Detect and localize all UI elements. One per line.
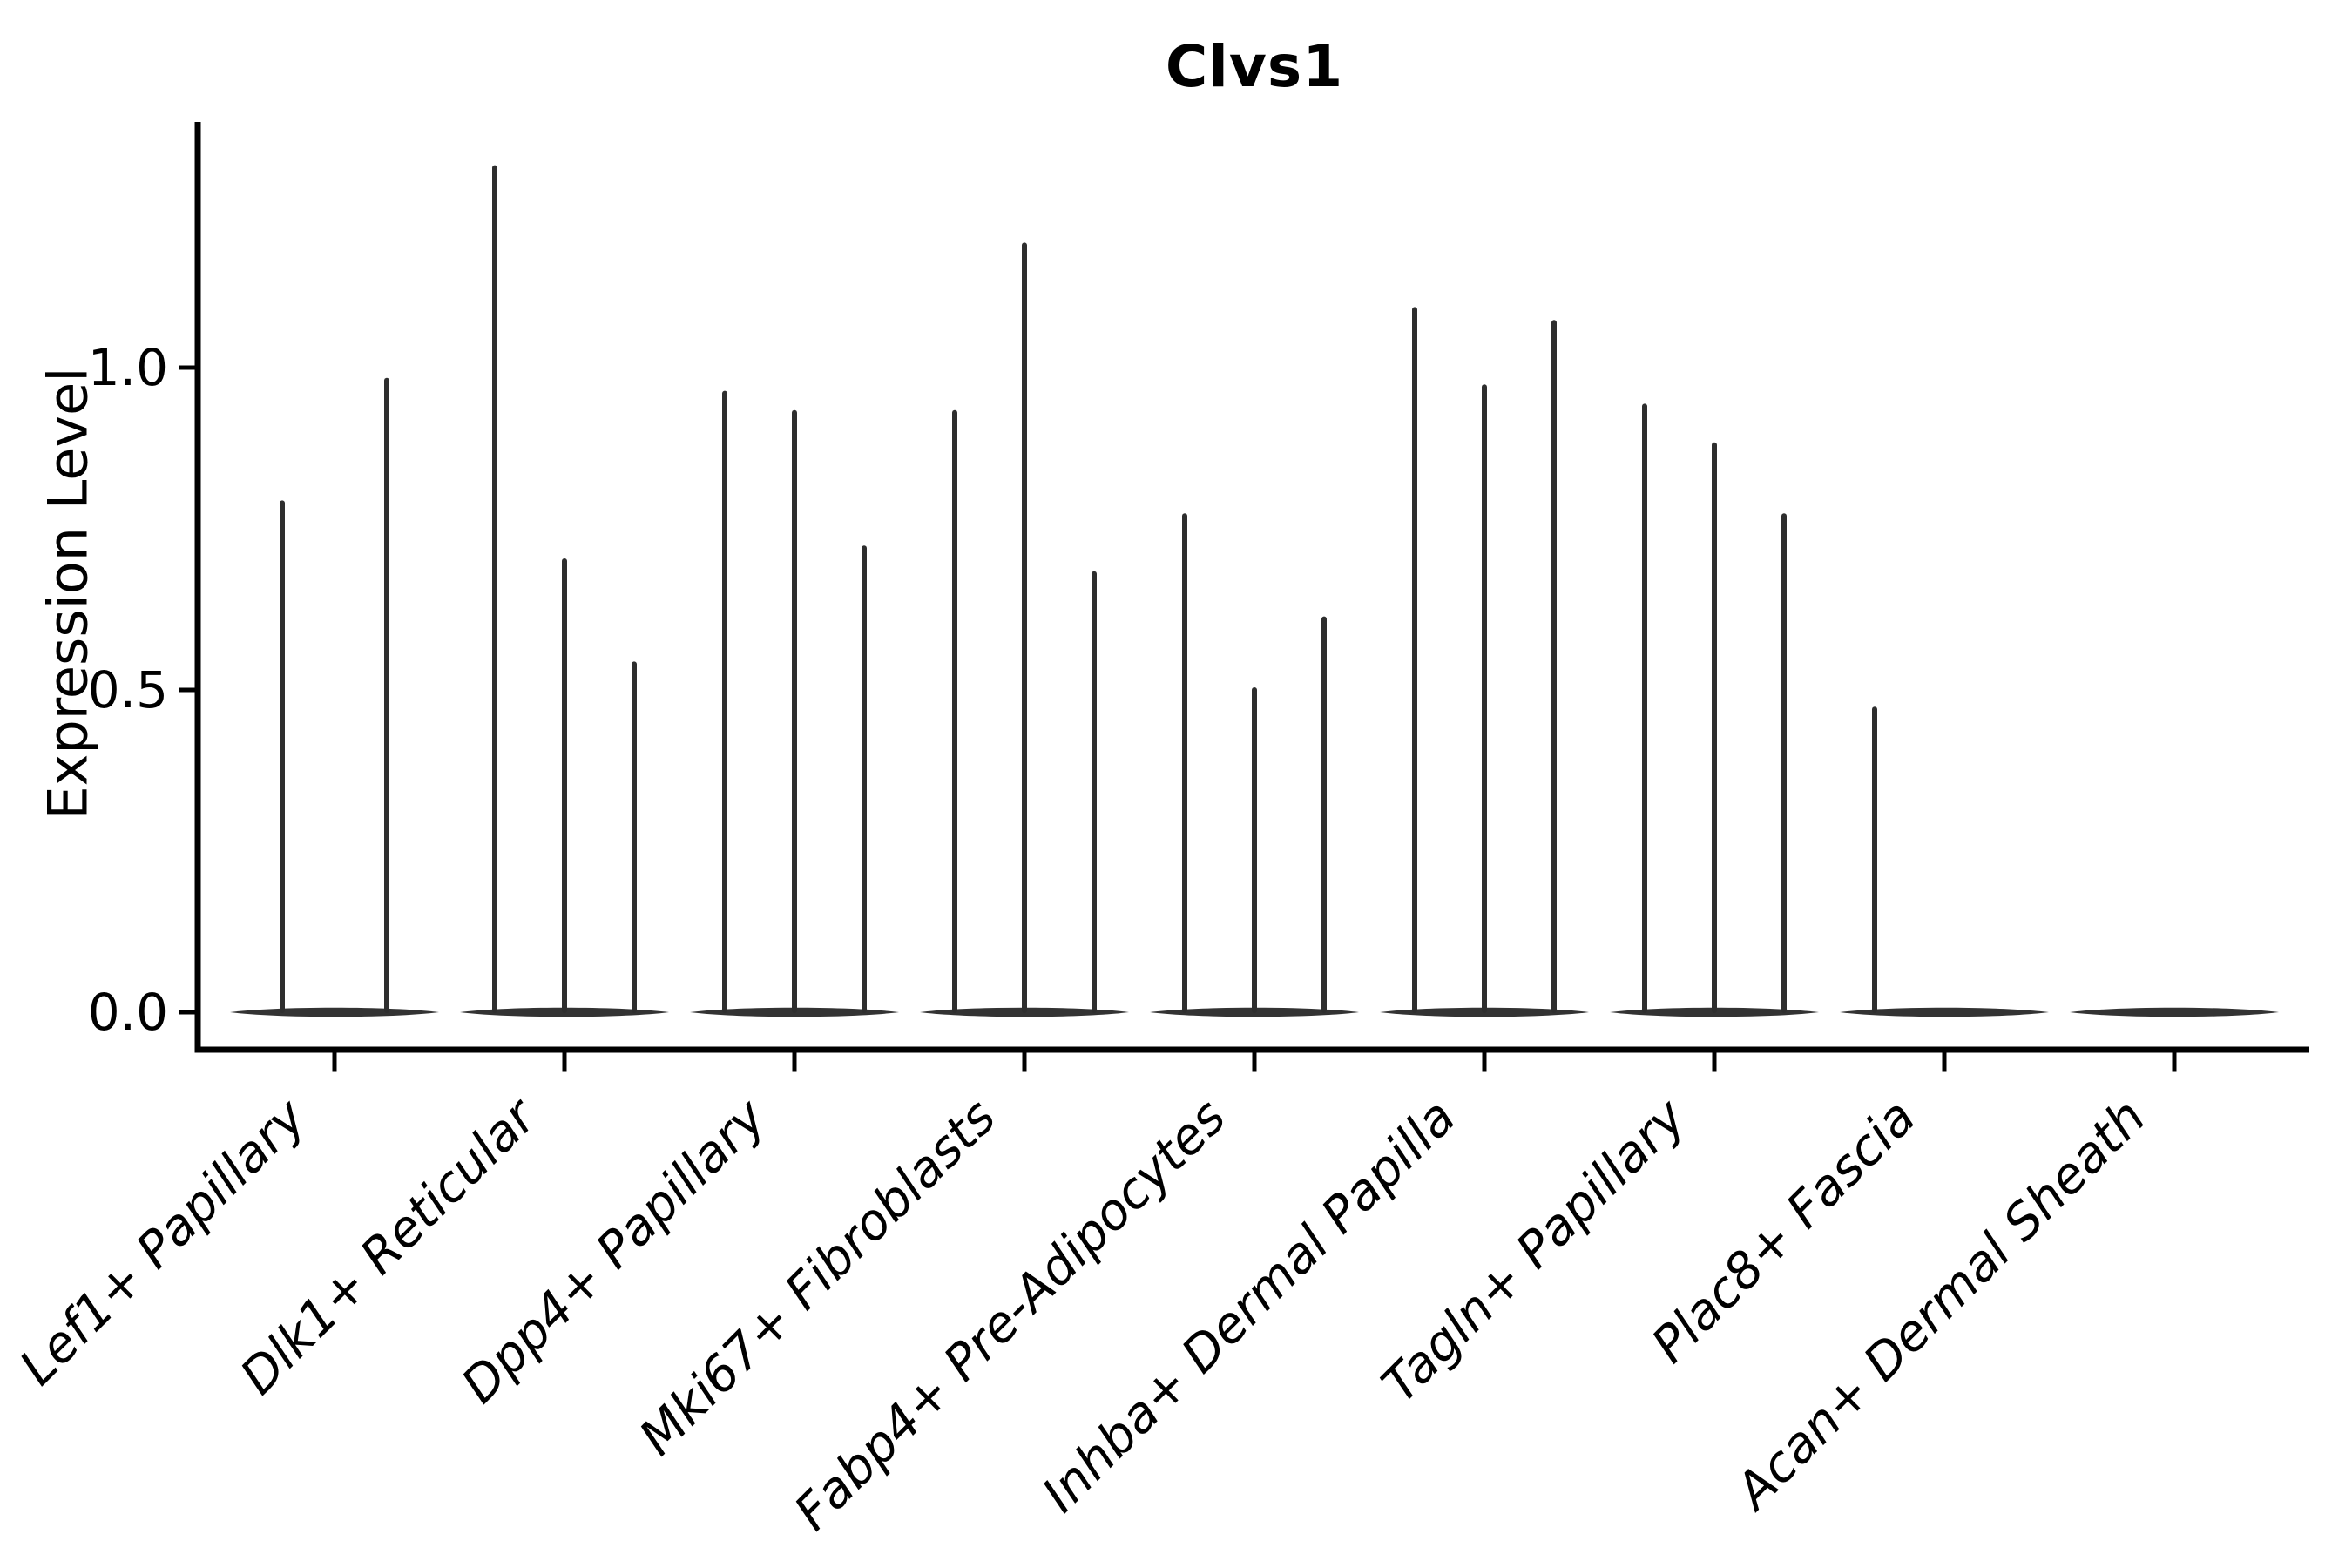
x-tick-label: Fabp4+ Pre-Adipocytes <box>784 1088 1237 1541</box>
y-tick-label: 0.0 <box>88 983 168 1042</box>
violin-baseline <box>2070 1007 2279 1017</box>
x-tick-label: Acan+ Dermal Sheath <box>1722 1088 2156 1522</box>
chart-title: Clvs1 <box>1165 33 1344 100</box>
x-tick-label: Inhba+ Dermal Papilla <box>1031 1088 1467 1524</box>
violin-baseline <box>1840 1007 2049 1017</box>
y-tick-label: 1.0 <box>88 338 168 397</box>
violin-baseline <box>230 1007 439 1017</box>
y-tick-label: 0.5 <box>88 660 168 720</box>
